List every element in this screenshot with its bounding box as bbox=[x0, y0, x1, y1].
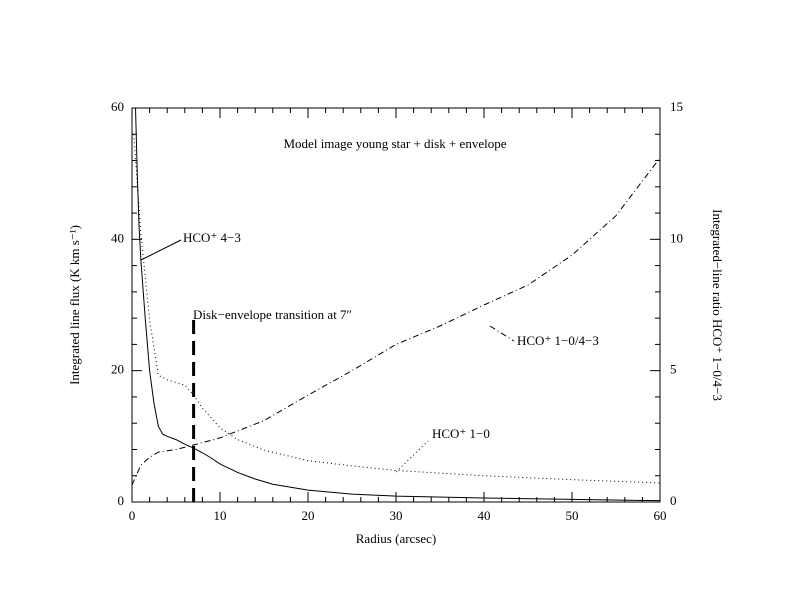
series-line bbox=[132, 157, 660, 486]
y2-tick-label: 0 bbox=[670, 493, 677, 508]
leader-line bbox=[489, 325, 515, 342]
plot-frame bbox=[131, 107, 661, 503]
y2-tick-label: 15 bbox=[670, 99, 683, 114]
x-tick-label: 10 bbox=[214, 508, 227, 523]
leader-line bbox=[140, 239, 182, 261]
y-tick-label: 20 bbox=[111, 362, 124, 377]
x-tick-label: 0 bbox=[129, 508, 136, 523]
y2-tick-label: 5 bbox=[670, 362, 677, 377]
y-tick-label: 60 bbox=[111, 99, 124, 114]
chart-title: Model image young star + disk + envelope bbox=[284, 136, 507, 151]
y2-axis-label: Integrated−line ratio HCO⁺ 1−0/4−3 bbox=[710, 209, 725, 401]
x-tick-label: 20 bbox=[302, 508, 315, 523]
vline-label: Disk−envelope transition at 7″ bbox=[193, 307, 352, 322]
x-tick-label: 40 bbox=[478, 508, 491, 523]
y-tick-label: 40 bbox=[111, 230, 124, 245]
y-tick-label: 0 bbox=[118, 493, 125, 508]
x-tick-label: 50 bbox=[566, 508, 579, 523]
series-label: HCO⁺ 4−3 bbox=[183, 230, 241, 245]
x-axis-label: Radius (arcsec) bbox=[356, 531, 437, 546]
series-line bbox=[135, 108, 660, 502]
x-tick-label: 30 bbox=[390, 508, 403, 523]
x-tick-label: 60 bbox=[654, 508, 667, 523]
series-label: HCO⁺ 1−0/4−3 bbox=[517, 333, 599, 348]
y2-tick-label: 10 bbox=[670, 230, 683, 245]
leader-line bbox=[395, 440, 429, 473]
series-label: HCO⁺ 1−0 bbox=[432, 426, 490, 441]
y-axis-label: Integrated line flux (K km s⁻¹) bbox=[67, 225, 82, 385]
